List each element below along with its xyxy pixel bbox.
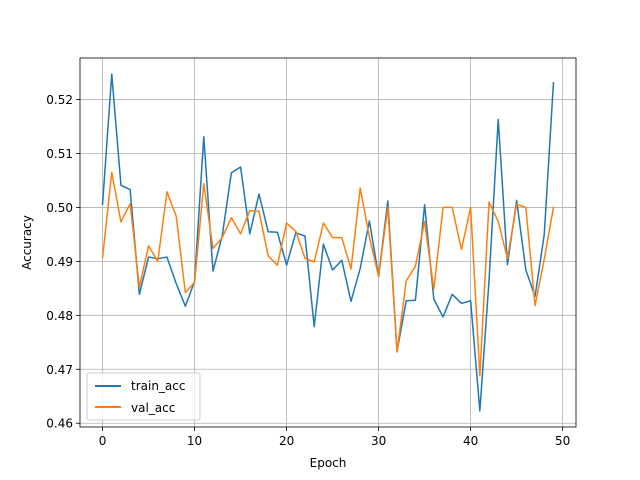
y-tick-label: 0.47 <box>46 363 73 377</box>
series-line-val-acc <box>101 171 555 377</box>
x-axis-label: Epoch <box>310 456 347 470</box>
y-tick-label: 0.46 <box>46 417 73 431</box>
y-tick-label: 0.50 <box>46 201 73 215</box>
legend-frame <box>86 372 201 421</box>
y-axis-ticks: 0.46 0.47 0.48 0.49 0.50 0.51 0.52 <box>46 93 80 431</box>
x-tick-label: 30 <box>371 434 386 448</box>
plot-frame <box>79 57 577 428</box>
x-tick-label: 50 <box>555 434 570 448</box>
y-tick-label: 0.51 <box>46 147 73 161</box>
legend-label-train-acc: train_acc <box>131 379 185 393</box>
x-tick-label: 0 <box>99 434 107 448</box>
x-axis-ticks: 0 10 20 30 40 50 <box>99 427 570 448</box>
x-tick-label: 20 <box>279 434 294 448</box>
y-tick-label: 0.48 <box>46 309 73 323</box>
x-tick-label: 10 <box>187 434 202 448</box>
legend-label-val-acc: val_acc <box>131 401 175 415</box>
y-axis-label: Accuracy <box>20 215 34 270</box>
series-lines <box>101 73 555 412</box>
legend: train_acc val_acc <box>86 372 201 421</box>
y-tick-label: 0.52 <box>46 93 73 107</box>
x-tick-label: 40 <box>463 434 478 448</box>
series-line-train-acc <box>101 73 555 412</box>
grid <box>80 58 576 427</box>
y-tick-label: 0.49 <box>46 255 73 269</box>
